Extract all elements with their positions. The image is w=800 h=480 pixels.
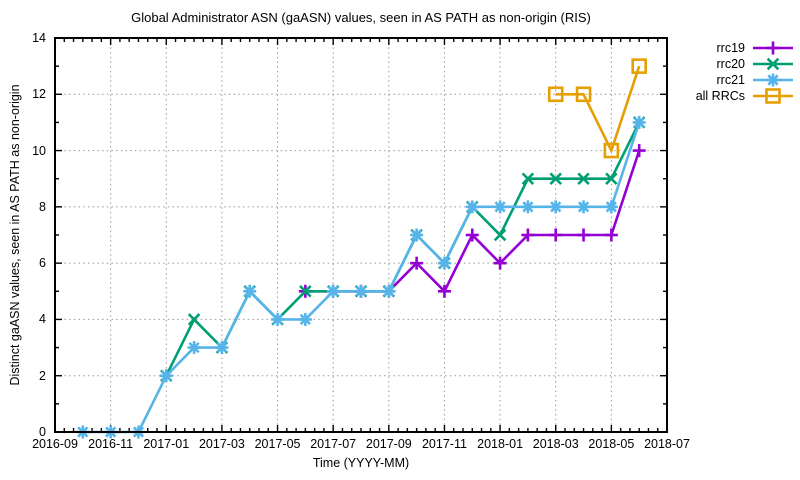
marker-square: [575, 86, 592, 103]
marker-arm: [577, 172, 590, 185]
marker-arm: [466, 201, 478, 213]
marker-arm: [299, 285, 312, 298]
marker-arm: [438, 257, 451, 269]
x-tick-label: 2018-01: [477, 437, 524, 451]
series-line: [555, 65, 641, 154]
y-tick-label: 4: [39, 312, 46, 327]
marker-arm: [550, 201, 562, 213]
legend-sample-cross-icon: [753, 57, 793, 70]
legend-label: rrc20: [716, 56, 745, 71]
x-tick-label: 2017-11: [421, 437, 467, 451]
x-tick-label: 2017-09: [365, 437, 412, 451]
marker-arm: [605, 172, 618, 185]
marker-arm: [299, 313, 311, 326]
marker-arm: [244, 285, 256, 297]
y-tick-label: 8: [39, 199, 46, 214]
marker-arm: [160, 370, 172, 382]
legend-label: rrc19: [716, 40, 745, 55]
series-line: [165, 121, 641, 377]
legend-entry-rrc19: rrc19: [696, 40, 796, 55]
marker-arm: [522, 201, 534, 213]
y-axis-label: Distinct gaASN values, seen in AS PATH a…: [8, 84, 22, 386]
legend-sample-square-icon: [753, 87, 793, 104]
series-all-rrcs: [547, 58, 647, 159]
y-tick-label: 6: [39, 256, 46, 271]
legend-entry-all-rrcs: all RRCs: [695, 87, 796, 104]
x-tick-label: 2018-05: [588, 437, 635, 451]
marker-arm: [766, 57, 780, 70]
series-rrc20: [160, 116, 646, 382]
x-tick-label: 2017-05: [254, 437, 301, 451]
marker-arm: [327, 285, 339, 297]
x-tick-label: 2017-03: [198, 437, 245, 451]
marker-arm: [355, 285, 367, 297]
legend: rrc19 rrc20 rrc21 all RRCs: [695, 40, 796, 104]
grid: [55, 38, 667, 432]
marker-square: [547, 86, 564, 103]
marker-arm: [633, 116, 645, 129]
legend-sample-plus-icon: [753, 41, 793, 54]
series-rrc19: [298, 144, 646, 298]
legend-label: all RRCs: [695, 88, 745, 103]
marker-arm: [767, 73, 779, 86]
series-line: [82, 122, 641, 434]
x-tick-label: 2018-03: [532, 437, 579, 451]
marker-arm: [521, 172, 535, 185]
legend-marker-sample: [753, 87, 793, 104]
marker-arm: [216, 341, 228, 354]
series-line: [305, 150, 641, 294]
marker-arm: [549, 172, 562, 185]
y-tick-label: 12: [32, 87, 46, 102]
legend-marker-sample: [753, 73, 793, 86]
x-tick-label: 2017-07: [310, 437, 357, 451]
x-tick-label: 2016-09: [32, 437, 78, 451]
y-tick-label: 0: [39, 425, 46, 439]
marker-arm: [493, 228, 507, 242]
marker-arm: [605, 201, 617, 213]
marker-arm: [577, 201, 590, 213]
marker-square: [631, 58, 647, 74]
marker-square: [765, 87, 781, 104]
legend-marker-sample: [753, 41, 793, 54]
x-tick-label: 2017-01: [143, 437, 190, 451]
marker-arm: [271, 313, 284, 326]
marker-arm: [494, 201, 506, 213]
marker-square: [603, 142, 620, 159]
marker-arm: [383, 285, 395, 297]
series-rrc21: [76, 115, 646, 439]
legend-label: rrc21: [716, 72, 745, 87]
marker-arm: [187, 313, 201, 326]
plot-border: [54, 37, 668, 433]
legend-sample-asterisk-icon: [753, 73, 793, 86]
x-axis-label: Time (YYYY-MM): [312, 456, 410, 470]
legend-marker-sample: [753, 57, 793, 70]
legend-entry-rrc21: rrc21: [696, 72, 796, 87]
x-tick-label: 2016-11: [88, 437, 134, 451]
chart-title: Global Administrator ASN (gaASN) values,…: [131, 10, 591, 25]
marker-arm: [188, 341, 200, 354]
x-tick-label: 2018-07: [644, 437, 690, 451]
marker-arm: [411, 229, 423, 241]
legend-entry-rrc20: rrc20: [696, 56, 796, 71]
y-tick-label: 2: [39, 368, 46, 383]
y-tick-label: 14: [32, 31, 46, 45]
y-tick-label: 10: [32, 143, 46, 158]
